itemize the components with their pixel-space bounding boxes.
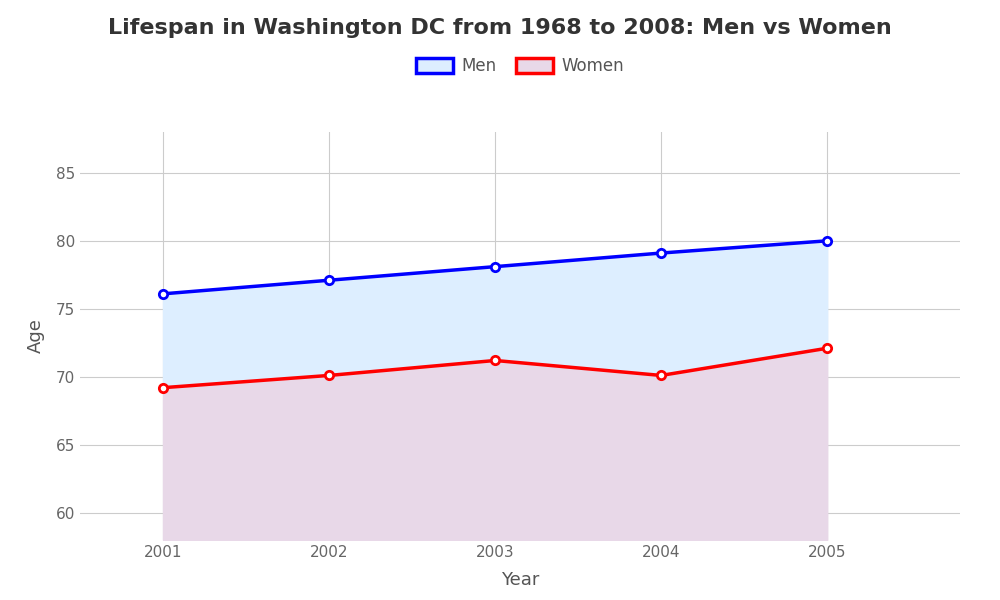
Legend: Men, Women: Men, Women [409,50,631,82]
Text: Lifespan in Washington DC from 1968 to 2008: Men vs Women: Lifespan in Washington DC from 1968 to 2… [108,18,892,38]
Y-axis label: Age: Age [27,319,45,353]
X-axis label: Year: Year [501,571,539,589]
